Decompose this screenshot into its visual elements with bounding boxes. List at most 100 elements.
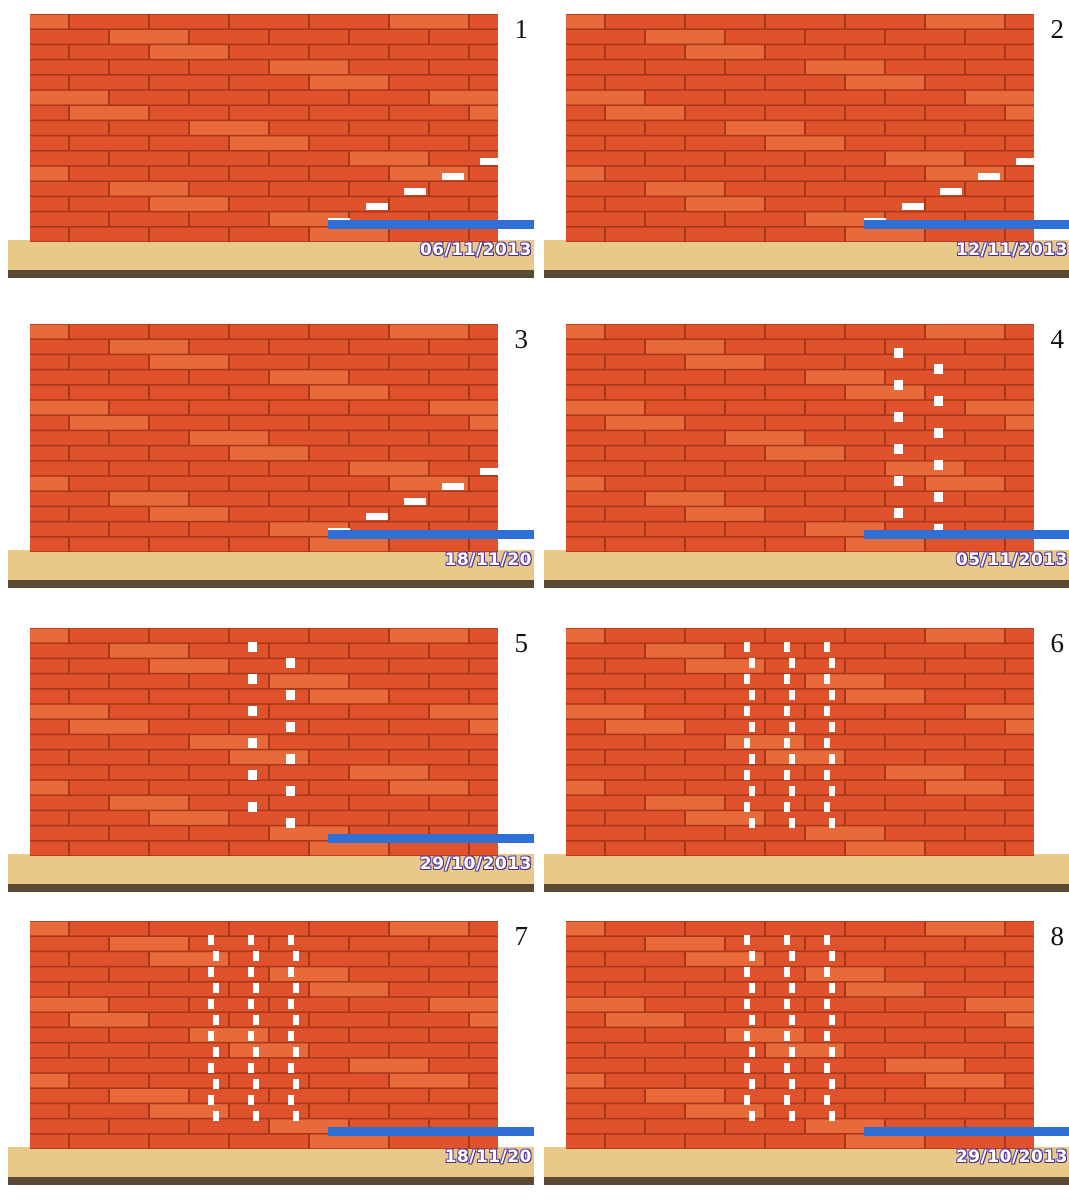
crack-opening: [286, 818, 295, 828]
brick: [30, 1028, 108, 1042]
brick: [726, 492, 804, 506]
brick: [646, 492, 724, 506]
brick: [606, 106, 684, 120]
crack-opening: [829, 786, 835, 796]
brick: [230, 811, 308, 825]
brick: [566, 1104, 604, 1118]
brick: [470, 689, 498, 704]
brick: [150, 45, 228, 59]
brick: [926, 780, 1004, 795]
brick: [886, 735, 964, 749]
brick: [70, 197, 148, 211]
brick: [310, 720, 388, 734]
brick: [30, 735, 108, 749]
brick: [230, 45, 308, 59]
wall-photo-frame: [544, 8, 1069, 293]
brick: [270, 90, 348, 105]
crack-opening: [404, 498, 426, 505]
brick: [606, 1043, 684, 1057]
brick: [110, 461, 188, 476]
brick: [310, 1073, 388, 1088]
brick: [110, 1089, 188, 1103]
brick: [646, 937, 724, 951]
crack-opening: [744, 999, 750, 1009]
brick: [30, 982, 68, 997]
brick: [806, 30, 884, 44]
brick: [150, 446, 228, 460]
panel-number: 2: [1050, 14, 1065, 44]
brick: [926, 1104, 1004, 1118]
crack-opening: [744, 706, 750, 716]
crack-opening: [208, 1095, 214, 1105]
brick: [270, 644, 348, 658]
masonry-wall-photo: [544, 324, 1069, 588]
brick: [726, 796, 804, 810]
brick: [390, 780, 468, 795]
brick: [350, 1089, 428, 1103]
brick: [886, 30, 964, 44]
wall-photo-frame: [8, 915, 534, 1200]
brick: [270, 151, 348, 166]
brick: [310, 537, 388, 552]
brick: [350, 1028, 428, 1042]
panel-number: 5: [514, 628, 529, 658]
brick: [566, 385, 604, 400]
brick: [646, 644, 724, 658]
crack-opening: [829, 951, 835, 961]
brick: [686, 952, 764, 966]
brick: [606, 921, 684, 936]
brick: [766, 659, 844, 673]
brick: [646, 704, 724, 719]
brick: [1006, 416, 1034, 430]
photo-panel-3: 3 18/11/20: [8, 318, 534, 603]
crack-opening: [789, 1111, 795, 1121]
brick: [70, 507, 148, 521]
brick: [886, 674, 964, 688]
brick: [30, 14, 68, 29]
crack-opening: [744, 642, 750, 652]
brick: [70, 952, 148, 966]
crack-opening: [286, 658, 295, 668]
brick: [150, 385, 228, 400]
crack-opening: [248, 1063, 254, 1073]
brick: [310, 982, 388, 997]
crack-opening: [784, 1095, 790, 1105]
brick: [70, 446, 148, 460]
brick: [766, 921, 844, 936]
crack-opening: [248, 935, 254, 945]
crack-opening: [824, 706, 830, 716]
brick: [190, 1119, 268, 1133]
brick: [646, 370, 724, 384]
brick: [606, 446, 684, 460]
brick: [766, 1104, 844, 1118]
brick: [190, 967, 268, 981]
brick: [70, 136, 148, 150]
brick: [110, 30, 188, 44]
brick: [110, 704, 188, 719]
brick: [30, 1073, 68, 1088]
brick: [350, 796, 428, 810]
brick: [310, 14, 388, 29]
brick: [470, 659, 498, 673]
brick: [926, 75, 1004, 90]
brick: [70, 385, 148, 400]
brick: [846, 780, 924, 795]
brick: [30, 841, 68, 856]
shelf-edge: [8, 884, 534, 892]
brick: [470, 324, 498, 339]
brick: [150, 166, 228, 181]
support-bar: [864, 1127, 1069, 1136]
brick: [686, 750, 764, 764]
brick: [926, 1073, 1004, 1088]
brick: [70, 106, 148, 120]
masonry-wall-photo: [8, 921, 534, 1185]
brick: [70, 14, 148, 29]
brick: [886, 431, 964, 445]
brick: [230, 537, 308, 552]
brick: [566, 166, 604, 181]
brick: [686, 166, 764, 181]
brick: [966, 735, 1034, 749]
brick: [30, 121, 108, 135]
crack-opening: [784, 706, 790, 716]
